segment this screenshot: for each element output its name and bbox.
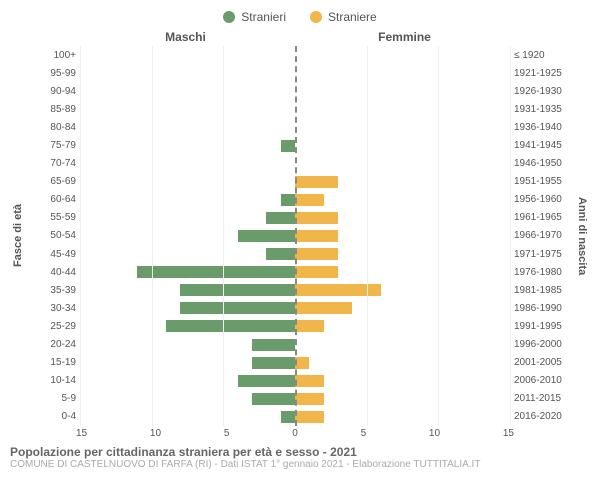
- male-swatch: [223, 11, 235, 23]
- male-bar: [180, 284, 295, 296]
- column-headers: Maschi Femmine: [10, 30, 590, 44]
- birth-label: 1941-1945: [514, 140, 574, 151]
- birth-label: 1976-1980: [514, 267, 574, 278]
- x-tick: 10: [150, 428, 161, 439]
- x-tick: 10: [429, 428, 440, 439]
- age-label: 70-74: [26, 158, 76, 169]
- female-bar: [295, 212, 338, 224]
- legend: Stranieri Straniere: [10, 10, 590, 24]
- x-tick: 15: [503, 428, 514, 439]
- female-bar: [295, 248, 338, 260]
- legend-male: Stranieri: [223, 10, 286, 24]
- age-label: 45-49: [26, 249, 76, 260]
- female-bar: [295, 284, 381, 296]
- birth-year-labels: ≤ 1920 1921-1925 1926-1930 1931-1935 1936-19…: [510, 46, 574, 426]
- male-bar: [238, 230, 295, 242]
- age-label: 60-64: [26, 194, 76, 205]
- birth-label: 1961-1965: [514, 212, 574, 223]
- legend-male-label: Stranieri: [241, 10, 286, 24]
- male-bar: [252, 393, 295, 405]
- age-label: 65-69: [26, 176, 76, 187]
- header-male: Maschi: [76, 30, 295, 44]
- birth-label: 1986-1990: [514, 303, 574, 314]
- age-label: 90-94: [26, 86, 76, 97]
- age-label: 15-19: [26, 357, 76, 368]
- female-bar: [295, 176, 338, 188]
- female-bars: [295, 46, 510, 426]
- birth-label: ≤ 1920: [514, 50, 574, 61]
- birth-label: 2001-2005: [514, 357, 574, 368]
- birth-label: 1966-1970: [514, 230, 574, 241]
- male-bar: [166, 320, 295, 332]
- birth-label: 1951-1955: [514, 176, 574, 187]
- age-label: 25-29: [26, 321, 76, 332]
- age-label: 50-54: [26, 230, 76, 241]
- birth-label: 2006-2010: [514, 375, 574, 386]
- birth-label: 1981-1985: [514, 285, 574, 296]
- age-label: 85-89: [26, 104, 76, 115]
- female-bar: [295, 357, 309, 369]
- x-tick: 5: [361, 428, 367, 439]
- age-label: 5-9: [26, 393, 76, 404]
- center-axis: [295, 46, 297, 426]
- legend-female: Straniere: [310, 10, 377, 24]
- male-bar: [180, 302, 295, 314]
- age-label: 10-14: [26, 375, 76, 386]
- female-bar: [295, 411, 324, 423]
- birth-label: 1956-1960: [514, 194, 574, 205]
- legend-female-label: Straniere: [328, 10, 377, 24]
- male-bar: [137, 266, 295, 278]
- female-bar: [295, 375, 324, 387]
- chart-subtitle: COMUNE DI CASTELNUOVO DI FARFA (RI) - Da…: [10, 459, 590, 470]
- female-bar: [295, 230, 338, 242]
- birth-label: 1946-1950: [514, 158, 574, 169]
- male-bar: [238, 375, 295, 387]
- female-bar: [295, 302, 352, 314]
- female-bar: [295, 266, 338, 278]
- birth-label: 1971-1975: [514, 249, 574, 260]
- male-bar: [281, 140, 295, 152]
- age-label: 40-44: [26, 267, 76, 278]
- age-label: 80-84: [26, 122, 76, 133]
- female-bar: [295, 393, 324, 405]
- male-bars: [80, 46, 295, 426]
- male-bar: [266, 212, 295, 224]
- age-label: 0-4: [26, 411, 76, 422]
- birth-label: 1921-1925: [514, 68, 574, 79]
- birth-label: 2016-2020: [514, 411, 574, 422]
- male-bar: [252, 339, 295, 351]
- age-label: 30-34: [26, 303, 76, 314]
- y-axis-label-left: Fasce di età: [10, 46, 26, 426]
- plot-area: [80, 46, 510, 426]
- male-bar: [266, 248, 295, 260]
- birth-label: 2011-2015: [514, 393, 574, 404]
- birth-label: 1936-1940: [514, 122, 574, 133]
- birth-label: 1996-2000: [514, 339, 574, 350]
- age-label: 55-59: [26, 212, 76, 223]
- x-tick: 5: [224, 428, 230, 439]
- age-labels: 100+ 95-99 90-94 85-89 80-84 75-79 70-74 65-69 6…: [26, 46, 80, 426]
- birth-label: 1926-1930: [514, 86, 574, 97]
- age-label: 75-79: [26, 140, 76, 151]
- x-tick: 15: [76, 428, 87, 439]
- x-ticks: 15 10 5 0 5 10 15: [76, 428, 514, 439]
- age-label: 35-39: [26, 285, 76, 296]
- x-axis: 15 10 5 0 5 10 15: [10, 428, 590, 439]
- chart-title: Popolazione per cittadinanza straniera p…: [10, 445, 590, 459]
- age-label: 100+: [26, 50, 76, 61]
- female-bar: [295, 194, 324, 206]
- x-tick: 0: [292, 428, 298, 439]
- female-swatch: [310, 11, 322, 23]
- age-label: 20-24: [26, 339, 76, 350]
- chart-body: Fasce di età 100+ 95-99 90-94 85-89 80-84 75-…: [10, 46, 590, 426]
- birth-label: 1931-1935: [514, 104, 574, 115]
- birth-label: 1991-1995: [514, 321, 574, 332]
- male-bar: [281, 194, 295, 206]
- male-bar: [252, 357, 295, 369]
- y-axis-label-right: Anni di nascita: [574, 46, 590, 426]
- header-female: Femmine: [295, 30, 514, 44]
- age-label: 95-99: [26, 68, 76, 79]
- female-bar: [295, 320, 324, 332]
- male-bar: [281, 411, 295, 423]
